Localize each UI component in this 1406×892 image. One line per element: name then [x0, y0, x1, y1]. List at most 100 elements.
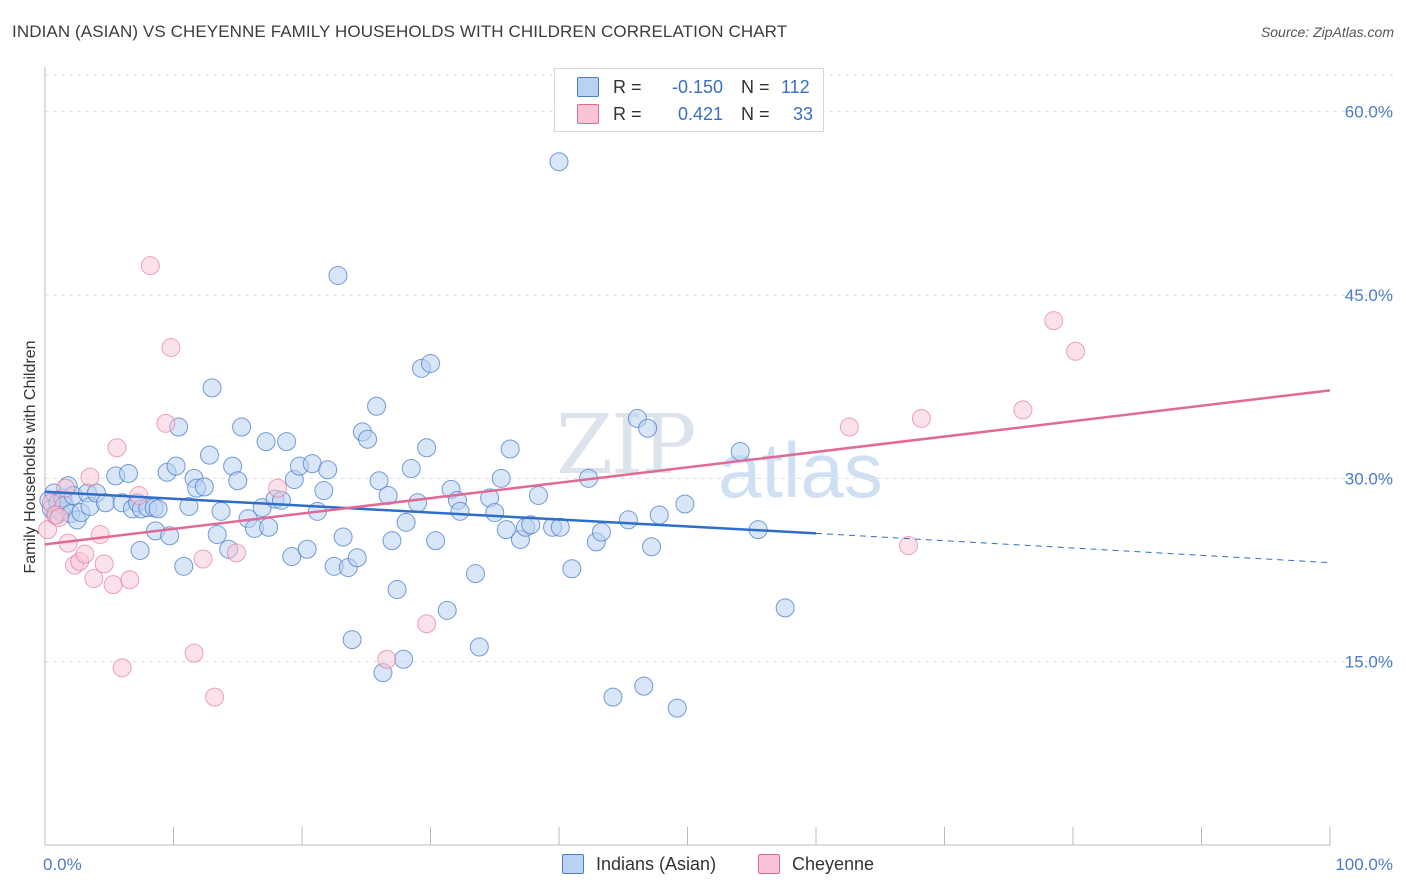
data-point-indians [333, 527, 353, 547]
series-indians-asian [39, 152, 795, 718]
legend-n-label: N = [741, 103, 770, 124]
legend-swatch-pink [577, 104, 599, 124]
data-point-indians [232, 417, 252, 437]
correlation-legend: R = -0.150 N = 112 R = 0.421 N = 33 [554, 68, 824, 132]
data-point-cheyenne [1066, 341, 1086, 361]
data-point-indians [491, 468, 511, 488]
data-point-indians [119, 463, 139, 483]
legend-r-label: R = [613, 76, 642, 97]
data-point-indians [160, 526, 180, 546]
data-point-indians [194, 477, 214, 497]
data-point-indians [408, 493, 428, 513]
data-point-indians [618, 510, 638, 530]
data-point-indians [328, 265, 348, 285]
data-point-cheyenne [184, 643, 204, 663]
trend-lines [44, 389, 1331, 564]
chart-title: INDIAN (ASIAN) VS CHEYENNE FAMILY HOUSEH… [12, 22, 788, 41]
data-point-indians [417, 438, 437, 458]
trend-line-indians [44, 490, 817, 535]
data-point-cheyenne [1044, 311, 1064, 331]
data-point-indians [528, 485, 548, 505]
data-point-indians [347, 548, 367, 568]
legend-n-label: N = [741, 76, 770, 97]
data-point-cheyenne [90, 525, 110, 545]
data-point-indians [369, 471, 389, 491]
data-point-cheyenne [120, 570, 140, 590]
data-point-indians [314, 481, 334, 501]
bottom-legend-cheyenne[interactable]: Cheyenne [758, 851, 874, 877]
source-label: Source: ZipAtlas.com [1260, 24, 1394, 40]
data-point-cheyenne [94, 554, 114, 574]
data-point-cheyenne [417, 614, 437, 634]
data-point-indians [485, 503, 505, 523]
trend-line-cheyenne [44, 389, 1331, 546]
data-point-cheyenne [49, 507, 69, 527]
data-point-cheyenne [156, 413, 176, 433]
data-point-indians [426, 531, 446, 551]
bottom-swatch-pink [758, 854, 780, 874]
data-point-indians [500, 439, 520, 459]
data-point-indians [642, 537, 662, 557]
data-point-indians [549, 152, 569, 172]
y-tick-label: 45.0% [1345, 286, 1393, 305]
data-point-indians [469, 637, 489, 657]
data-point-indians [603, 687, 623, 707]
watermark-atlas: atlas [718, 426, 883, 514]
data-point-indians [591, 522, 611, 542]
data-point-indians [521, 515, 541, 535]
x-tick-label: 0.0% [43, 855, 82, 874]
legend-r-value: -0.150 [671, 76, 723, 97]
legend-row-cheyenne: R = 0.421 N = 33 [577, 101, 813, 127]
data-point-cheyenne [75, 544, 95, 564]
data-point-cheyenne [1013, 400, 1033, 420]
y-tick-label: 15.0% [1345, 653, 1393, 672]
data-point-indians [358, 429, 378, 449]
legend-row-indians: R = -0.150 N = 112 [577, 74, 810, 100]
gridlines [45, 74, 1395, 663]
data-point-indians [202, 378, 222, 398]
data-point-indians [437, 600, 457, 620]
data-point-cheyenne [80, 467, 100, 487]
data-point-cheyenne [226, 543, 246, 563]
data-point-indians [367, 396, 387, 416]
data-point-indians [228, 471, 248, 491]
axes [44, 67, 1331, 846]
data-point-indians [297, 539, 317, 559]
data-point-indians [256, 432, 276, 452]
data-point-indians [259, 517, 279, 537]
legend-n-value: 112 [781, 76, 810, 97]
data-point-indians [638, 418, 658, 438]
data-point-indians [550, 517, 570, 537]
bottom-swatch-blue [562, 854, 584, 874]
data-point-cheyenne [911, 408, 931, 428]
data-point-indians [401, 459, 421, 479]
data-point-indians [148, 499, 168, 519]
data-point-cheyenne [205, 687, 225, 707]
y-tick-label: 30.0% [1345, 469, 1393, 488]
data-point-indians [277, 432, 297, 452]
legend-r-value: 0.421 [677, 103, 723, 124]
data-point-indians [396, 512, 416, 532]
data-point-indians [730, 441, 750, 461]
bottom-legend-indians[interactable]: Indians (Asian) [562, 851, 716, 877]
data-point-cheyenne [899, 536, 919, 556]
data-point-indians [775, 598, 795, 618]
legend-n-value: 33 [793, 103, 814, 124]
data-point-indians [421, 353, 440, 373]
series-cheyenne [38, 256, 1086, 707]
data-point-cheyenne [268, 478, 288, 498]
data-point-indians [174, 556, 194, 576]
data-point-indians [387, 580, 407, 600]
data-point-indians [465, 564, 485, 584]
y-tick-label: 60.0% [1345, 103, 1393, 122]
y-axis-label: Family Households with Children [22, 341, 39, 574]
legend-r-label: R = [613, 103, 642, 124]
bottom-legend-label: Cheyenne [792, 853, 875, 874]
data-point-indians [634, 676, 654, 696]
trend-line-indians-extension [815, 532, 1331, 564]
data-point-indians [394, 649, 414, 669]
data-point-cheyenne [112, 658, 132, 678]
data-point-cheyenne [84, 569, 104, 589]
data-point-indians [342, 630, 362, 650]
